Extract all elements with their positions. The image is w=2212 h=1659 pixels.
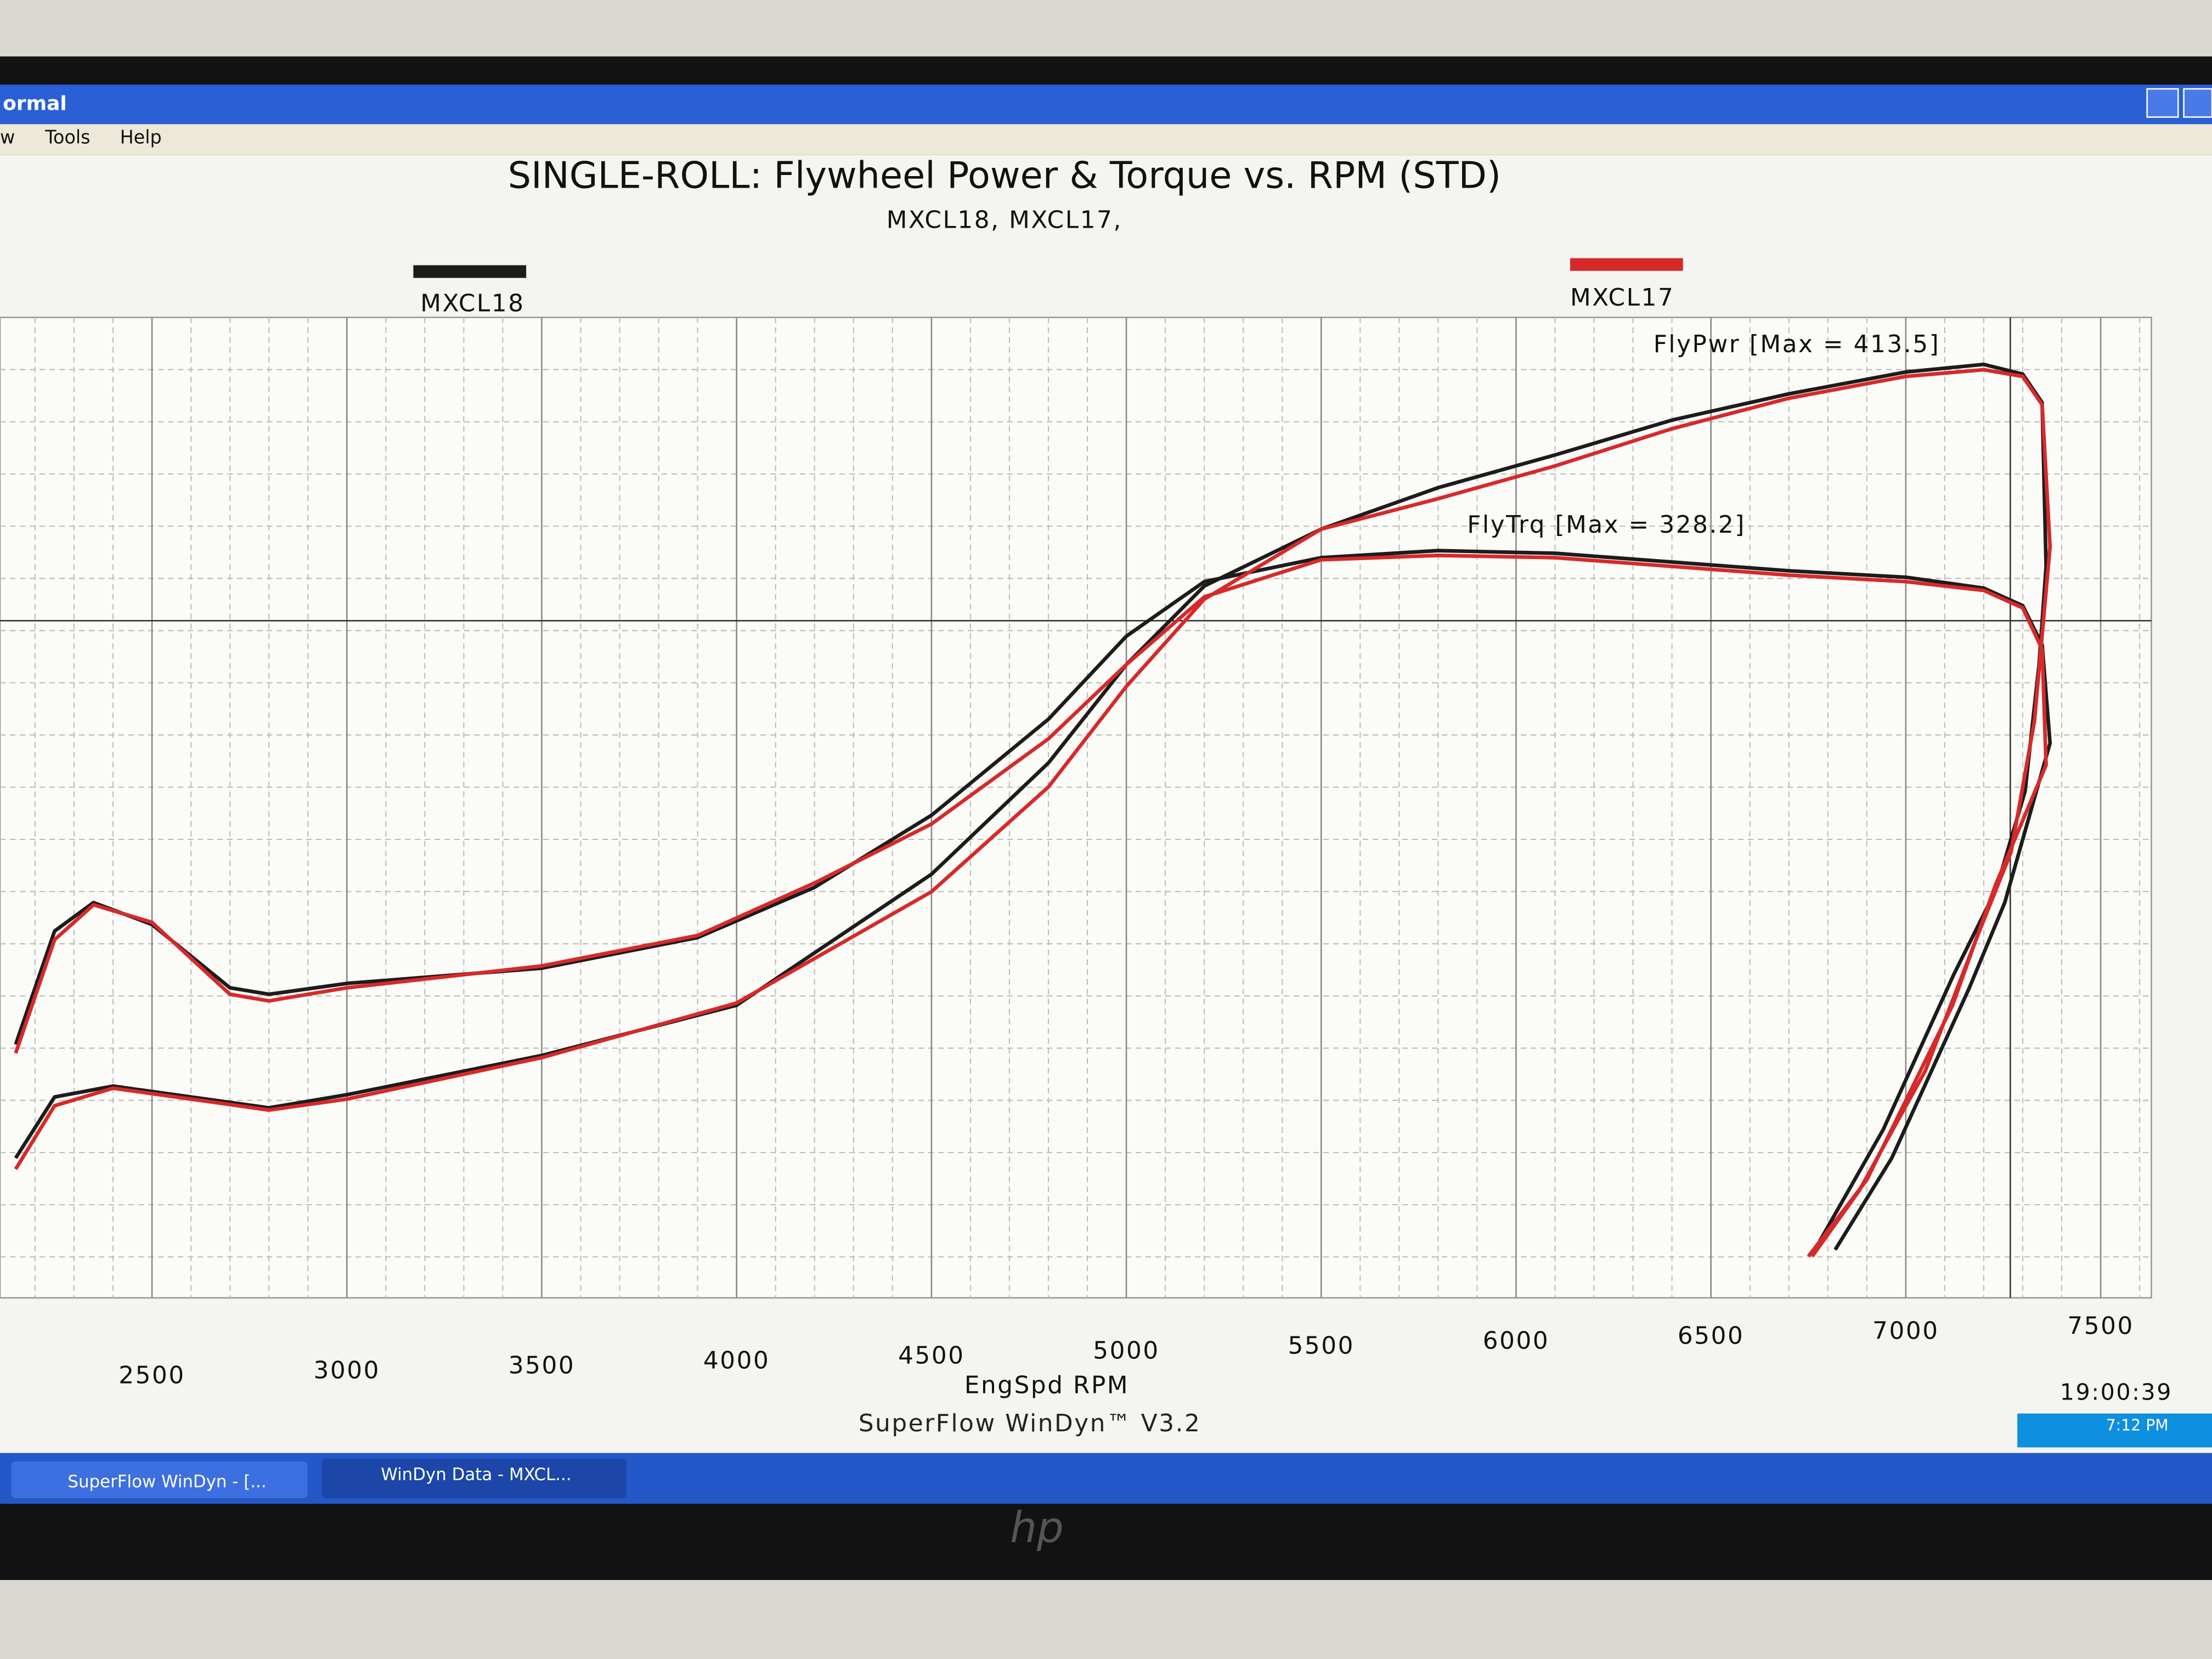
x-tick-label: 3000 — [314, 1357, 381, 1385]
restore-button[interactable] — [2183, 88, 2212, 118]
annotation: FlyTrq [Max = 328.2] — [1467, 511, 1746, 539]
torque-line — [14, 554, 2048, 1258]
taskbar-button[interactable] — [321, 1458, 627, 1498]
x-tick-label: 2500 — [119, 1362, 185, 1390]
x-tick-label: 5000 — [1093, 1337, 1160, 1365]
clock: 7:12 PM — [2106, 1417, 2169, 1435]
taskbar-item[interactable]: WinDyn Data - MXCL... — [381, 1465, 571, 1485]
footer-time: 19:00:39 — [2060, 1379, 2172, 1406]
taskbar-button[interactable] — [11, 1462, 308, 1498]
menu-item[interactable]: Help — [120, 127, 162, 148]
plot-area — [0, 317, 2152, 1299]
menu-item[interactable]: Tools — [44, 127, 90, 148]
x-tick-label: 6000 — [1483, 1327, 1550, 1355]
x-tick-label: 6500 — [1678, 1322, 1745, 1350]
x-tick-label: 7000 — [1872, 1317, 1939, 1345]
annotation: FlyPwr [Max = 413.5] — [1654, 330, 1940, 358]
x-tick-label: 5500 — [1288, 1332, 1355, 1360]
power-line — [14, 368, 2052, 1258]
window-title: ormal — [3, 92, 67, 115]
torque-line — [14, 549, 2052, 1251]
chart-subtitle: MXCL18, MXCL17, — [887, 206, 1122, 234]
legend-label: MXCL17 — [1570, 284, 1674, 312]
title-bar — [0, 84, 2212, 125]
x-tick-label: 3500 — [509, 1352, 575, 1380]
x-tick-label: 4500 — [898, 1342, 965, 1370]
legend-swatch — [413, 265, 527, 278]
x-axis-label: EngSpd RPM — [964, 1372, 1129, 1400]
monitor-logo: hp — [1010, 1503, 1064, 1553]
chart-title: SINGLE-ROLL: Flywheel Power & Torque vs.… — [508, 154, 1502, 197]
taskbar-item[interactable]: SuperFlow WinDyn - [... — [67, 1472, 266, 1492]
footer-software: SuperFlow WinDyn™ V3.2 — [859, 1409, 1201, 1437]
menu-item[interactable]: w — [0, 127, 15, 148]
menu-bar — [0, 124, 2212, 155]
minimize-button[interactable] — [2146, 88, 2179, 118]
legend-label: MXCL18 — [420, 289, 524, 317]
legend-swatch — [1570, 258, 1683, 271]
system-tray — [2017, 1413, 2212, 1448]
x-tick-label: 4000 — [703, 1347, 770, 1375]
x-tick-label: 7500 — [2067, 1312, 2134, 1340]
